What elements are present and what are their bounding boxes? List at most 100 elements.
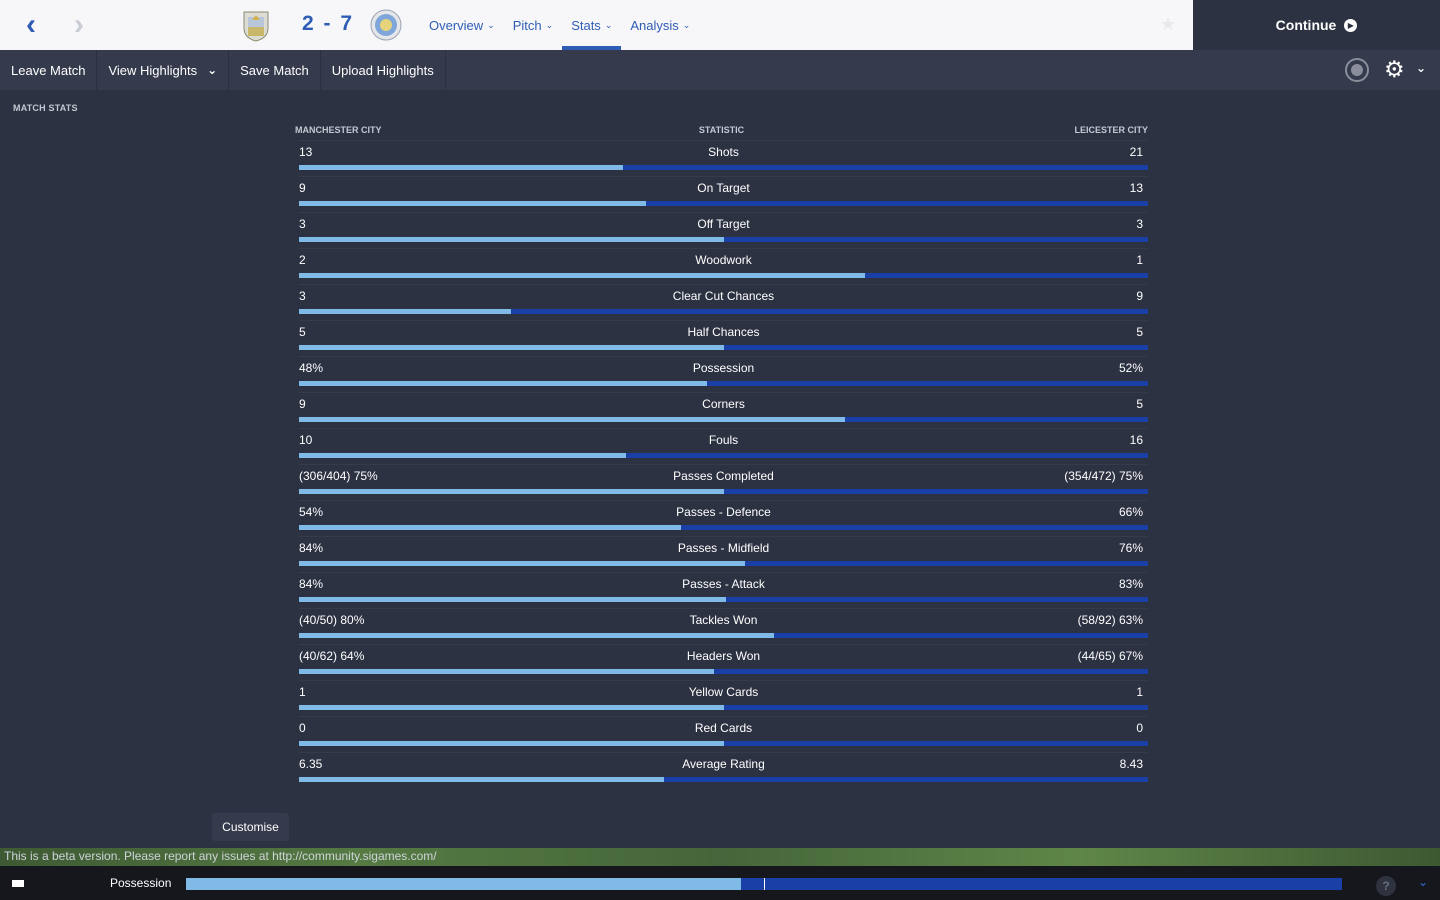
stat-row: 48% Possession 52% <box>299 356 1148 392</box>
home-share-fill <box>299 561 745 566</box>
tab-label: Analysis <box>630 17 679 33</box>
away-value: (354/472) 75% <box>1064 469 1143 483</box>
away-value: 13 <box>1129 181 1143 195</box>
statistic-header: STATISTIC <box>698 125 745 135</box>
customise-button[interactable]: Customise <box>212 813 289 841</box>
footer-possession-fill <box>186 878 741 890</box>
stat-row: 1 Yellow Cards 1 <box>299 680 1148 716</box>
tab-label: Pitch <box>512 17 542 33</box>
stat-row: 84% Passes - Midfield 76% <box>299 536 1148 572</box>
home-share-fill <box>299 237 724 242</box>
stat-row: 13 Shots 21 <box>299 140 1148 176</box>
away-crest-icon <box>370 9 402 41</box>
away-value: 21 <box>1129 145 1143 159</box>
view-highlights-label: View Highlights <box>108 62 198 78</box>
chevron-down-icon[interactable]: ⌄ <box>1416 61 1427 75</box>
comparison-bar <box>299 201 1148 206</box>
home-value: 13 <box>299 145 313 159</box>
footer-stat-label: Possession <box>110 876 172 890</box>
tab-analysis[interactable]: Analysis ⌄ <box>621 0 699 50</box>
upload-highlights-button[interactable]: Upload Highlights <box>321 50 446 90</box>
tab-pitch[interactable]: Pitch ⌄ <box>504 0 562 50</box>
home-value: 48% <box>299 361 324 375</box>
comparison-bar <box>299 669 1148 674</box>
upload-highlights-label: Upload Highlights <box>331 62 434 78</box>
home-share-fill <box>299 669 715 674</box>
home-share-fill <box>299 489 724 494</box>
away-value: 0 <box>1136 721 1143 735</box>
continue-button[interactable]: Continue ▶ <box>1193 0 1440 50</box>
footer-possession-bar <box>186 878 1342 890</box>
comparison-bar <box>299 597 1148 602</box>
home-value: (306/404) 75% <box>299 469 378 483</box>
stat-label: Corners <box>702 397 745 411</box>
stat-row: 54% Passes - Defence 66% <box>299 500 1148 536</box>
gear-icon[interactable]: ⚙ <box>1384 56 1405 82</box>
stat-row: 2 Woodwork 1 <box>299 248 1148 284</box>
home-value: 10 <box>299 433 313 447</box>
section-title: MATCH STATS <box>13 103 78 113</box>
comparison-bar <box>299 165 1148 170</box>
footer-bar: Possession ? ⌄ <box>0 866 1440 900</box>
stat-label: Woodwork <box>695 253 752 267</box>
stat-label: Passes - Defence <box>676 505 771 519</box>
stat-label: Passes - Attack <box>682 577 765 591</box>
save-match-button[interactable]: Save Match <box>229 50 321 90</box>
forward-arrow-icon[interactable]: › <box>74 8 84 41</box>
action-bar: Leave Match View Highlights ⌄ Save Match … <box>0 50 1440 90</box>
display-mode-icon[interactable] <box>12 880 24 887</box>
home-share-fill <box>299 345 724 350</box>
stats-list: 13 Shots 21 9 On Target 13 3 Off Target 3 2 Woodwo… <box>299 140 1148 788</box>
record-icon[interactable] <box>1345 58 1369 82</box>
home-share-fill <box>299 777 665 782</box>
stat-label: Possession <box>692 361 755 375</box>
home-share-fill <box>299 309 512 314</box>
chevron-down-icon[interactable]: ⌄ <box>1418 875 1429 889</box>
away-value: 8.43 <box>1119 757 1143 771</box>
home-value: 6.35 <box>299 757 323 771</box>
home-value: (40/50) 80% <box>299 613 365 627</box>
stat-label: Tackles Won <box>689 613 758 627</box>
home-value: 5 <box>299 325 306 339</box>
comparison-bar <box>299 273 1148 278</box>
stat-row: 6.35 Average Rating 8.43 <box>299 752 1148 788</box>
match-tabs: Overview ⌄ Pitch ⌄ Stats ⌄ Analysis ⌄ <box>420 0 699 50</box>
play-icon: ▶ <box>1344 18 1358 32</box>
view-highlights-button[interactable]: View Highlights ⌄ <box>97 50 230 90</box>
stat-label: Red Cards <box>694 721 753 735</box>
away-team-header: LEICESTER CITY <box>1074 125 1148 135</box>
save-match-label: Save Match <box>240 62 309 78</box>
comparison-bar <box>299 453 1148 458</box>
away-value: 1 <box>1136 685 1143 699</box>
stat-label: Shots <box>708 145 739 159</box>
footer-midline <box>764 878 765 890</box>
away-value: 5 <box>1136 325 1143 339</box>
back-arrow-icon[interactable]: ‹ <box>26 8 36 41</box>
home-share-fill <box>299 381 707 386</box>
tab-label: Overview <box>429 17 484 33</box>
home-share-fill <box>299 453 626 458</box>
stat-row: 9 On Target 13 <box>299 176 1148 212</box>
match-stats-panel: MATCH STATS MANCHESTER CITY STATISTIC LE… <box>0 90 1440 848</box>
home-value: 84% <box>299 577 324 591</box>
leave-match-button[interactable]: Leave Match <box>0 50 98 90</box>
stat-label: Yellow Cards <box>688 685 759 699</box>
star-icon[interactable]: ★ <box>1160 14 1177 34</box>
stats-table-header: MANCHESTER CITY STATISTIC LEICESTER CITY <box>295 125 1148 137</box>
tab-stats[interactable]: Stats ⌄ <box>562 0 622 50</box>
away-value: 5 <box>1136 397 1143 411</box>
home-share-fill <box>299 165 624 170</box>
home-share-fill <box>299 741 724 746</box>
comparison-bar <box>299 777 1148 782</box>
help-icon[interactable]: ? <box>1376 876 1396 896</box>
stat-label: Passes Completed <box>673 469 774 483</box>
tab-overview[interactable]: Overview ⌄ <box>420 0 504 50</box>
beta-notice: This is a beta version. Please report an… <box>4 849 437 863</box>
customise-label: Customise <box>222 820 279 834</box>
comparison-bar <box>299 489 1148 494</box>
comparison-bar <box>299 705 1148 710</box>
stat-label: Passes - Midfield <box>677 541 770 555</box>
away-value: (58/92) 63% <box>1077 613 1143 627</box>
home-value: 3 <box>299 289 306 303</box>
comparison-bar <box>299 525 1148 530</box>
